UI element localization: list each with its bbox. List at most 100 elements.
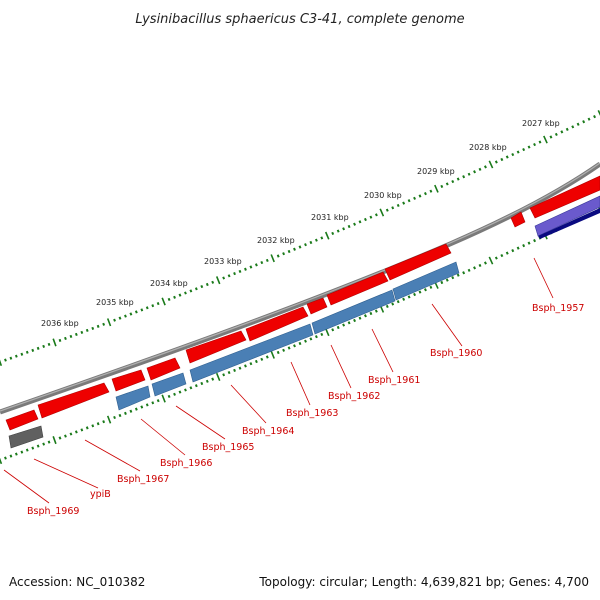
minor-tick-mark [244,364,247,368]
major-tick-mark [270,350,275,359]
major-tick-mark [52,436,57,445]
minor-tick-mark [167,394,171,398]
kbp-label-2028: 2028 kbp [469,143,507,152]
minor-tick-mark [429,189,433,193]
gene-label-bsph-1961[interactable]: Bsph_1961 [368,375,420,386]
minor-tick-mark [293,344,296,348]
gene-label-bsph-1957[interactable]: Bsph_1957 [532,303,584,314]
minor-tick-mark [102,420,106,424]
gene-feature[interactable] [151,372,187,397]
minor-tick-mark [462,175,466,179]
minor-tick-mark [156,399,160,403]
gene-feature[interactable] [111,369,146,392]
minor-tick-mark [200,381,204,386]
minor-tick-mark [533,142,537,147]
minor-tick-mark [69,432,73,436]
major-tick-mark [543,135,548,144]
minor-tick-mark [527,241,531,245]
gene-feature[interactable] [538,208,600,239]
major-tick-mark [215,276,221,285]
major-tick-mark [488,160,494,169]
minor-tick-mark [429,285,433,289]
gene-feature[interactable] [510,211,526,228]
minor-tick-mark [423,191,427,196]
minor-tick-mark [347,224,351,229]
gene-label-bsph-1967[interactable]: Bsph_1967 [117,474,169,485]
gene-label-bsph-1960[interactable]: Bsph_1960 [430,348,482,359]
minor-tick-mark [238,366,242,370]
gene-feature[interactable] [326,271,389,306]
minor-tick-mark [413,292,417,297]
minor-tick-mark [451,179,455,184]
gene-feature[interactable] [189,323,314,383]
minor-tick-mark [467,268,471,272]
gene-feature[interactable] [146,357,181,381]
minor-tick-mark [353,222,357,226]
gene-feature[interactable] [529,175,600,219]
gene-feature[interactable] [5,409,39,431]
gene-feature[interactable] [534,195,600,237]
minor-tick-mark [423,288,427,292]
gene-feature[interactable] [8,425,44,449]
gene-feature[interactable] [37,382,110,419]
minor-tick-mark [20,450,24,454]
minor-tick-mark [363,314,367,318]
minor-tick-mark [369,311,373,316]
gene-feature[interactable] [185,330,247,364]
minor-tick-mark [500,157,504,162]
gene-label-ypib[interactable]: ypiB [90,489,111,500]
gene-label-bsph-1966[interactable]: Bsph_1966 [160,458,212,469]
gene-label-bsph-1964[interactable]: Bsph_1964 [242,426,294,437]
gene-feature[interactable] [306,297,328,315]
minor-tick-mark [238,269,242,273]
minor-tick-mark [96,324,100,328]
minor-tick-mark [4,358,7,362]
minor-tick-mark [407,199,411,203]
gene-feature[interactable] [392,261,460,301]
gene-label-bsph-1965[interactable]: Bsph_1965 [202,442,254,453]
major-tick-mark [434,184,439,193]
minor-tick-mark [222,373,226,377]
minor-tick-mark [511,248,515,253]
minor-tick-mark [145,403,149,407]
gene-labels: Bsph_1957 Bsph_1960 Bsph_1961 Bsph_1962 … [27,303,584,517]
gene-feature[interactable] [245,306,309,342]
minor-tick-mark [244,267,247,271]
minor-tick-mark [336,325,340,330]
minor-tick-mark [4,456,7,460]
minor-tick-mark [445,278,449,282]
minor-tick-mark [134,407,138,411]
minor-tick-mark [331,328,335,332]
gene-feature[interactable] [115,385,151,411]
gene-feature[interactable] [311,289,396,335]
kbp-label-2031: 2031 kbp [311,213,349,222]
minor-tick-mark [47,342,51,346]
minor-tick-mark [260,261,264,265]
minor-tick-mark [533,238,537,243]
minor-tick-mark [282,348,286,352]
minor-tick-mark [178,293,182,297]
minor-tick-mark [522,243,526,248]
minor-tick-mark [276,350,280,355]
gene-label-bsph-1969[interactable]: Bsph_1969 [27,506,79,517]
minor-tick-mark [145,306,149,310]
minor-tick-mark [527,145,531,149]
minor-tick-mark [467,172,471,176]
map-title: Lysinibacillus sphaericus C3-41, complet… [135,12,464,27]
major-tick-mark [0,359,3,367]
minor-tick-mark [342,227,346,231]
minor-tick-mark [396,203,400,207]
minor-tick-mark [9,356,13,360]
minor-tick-mark [353,318,357,323]
minor-tick-mark [336,229,340,233]
gene-label-bsph-1963[interactable]: Bsph_1963 [286,408,338,419]
minor-tick-mark [358,220,362,224]
minor-tick-mark [483,261,487,265]
minor-tick-mark [42,344,46,348]
minor-tick-mark [374,309,378,313]
minor-tick-mark [331,231,335,235]
gene-label-bsph-1962[interactable]: Bsph_1962 [328,391,380,402]
gene-feature[interactable] [384,243,452,281]
minor-tick-mark [385,304,389,308]
minor-tick-mark [385,208,389,212]
